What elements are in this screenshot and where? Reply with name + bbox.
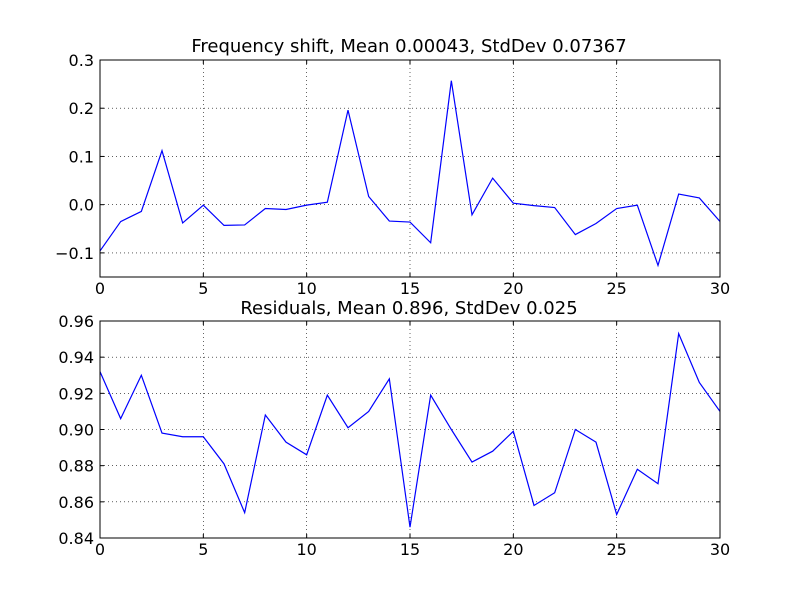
x-tick-label: 10 (296, 279, 316, 298)
y-tick-label: 0.1 (69, 147, 94, 166)
y-tick-label: 0.0 (69, 196, 94, 215)
y-tick-label: 0.90 (58, 421, 94, 440)
x-tick-label: 0 (95, 279, 105, 298)
x-tick-label: 5 (198, 279, 208, 298)
y-tick-label: 0.2 (69, 99, 94, 118)
x-tick-label: 25 (606, 540, 626, 559)
y-tick-label: 0.96 (58, 312, 94, 331)
axes-frame (99, 59, 721, 278)
y-tick-label: 0.3 (69, 51, 94, 70)
x-tick-label: 5 (198, 540, 208, 559)
subplot-title: Frequency shift, Mean 0.00043, StdDev 0.… (191, 36, 626, 57)
series-line (99, 80, 721, 268)
x-tick-label: 30 (710, 540, 730, 559)
y-tick-label: −0.1 (55, 244, 94, 263)
y-tick-label: 0.88 (58, 457, 94, 476)
x-tick-label: 20 (503, 540, 523, 559)
axes-frame (99, 320, 721, 539)
x-tick-label: 15 (400, 279, 420, 298)
subplot-title: Residuals, Mean 0.896, StdDev 0.025 (240, 298, 577, 319)
y-tick-label: 0.86 (58, 493, 94, 512)
y-tick-label: 0.92 (58, 384, 94, 403)
subplot-residuals: Residuals, Mean 0.896, StdDev 0.025 0 5 10… (58, 298, 730, 559)
x-tick-label: 10 (296, 540, 316, 559)
x-tick-label: 0 (95, 540, 105, 559)
subplot-frequency-shift: Frequency shift, Mean 0.00043, StdDev 0.… (55, 36, 730, 298)
x-tick-label: 30 (710, 279, 730, 298)
x-tick-label: 25 (606, 279, 626, 298)
series-line (99, 331, 721, 528)
x-tick-label: 15 (400, 540, 420, 559)
x-tick-label: 20 (503, 279, 523, 298)
y-tick-label: 0.84 (58, 529, 94, 548)
y-tick-label: 0.94 (58, 348, 94, 367)
